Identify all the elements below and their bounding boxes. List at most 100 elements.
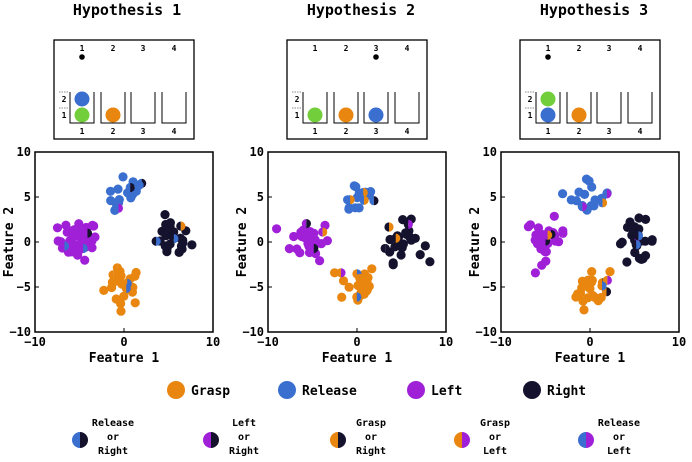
scatter-point-mixed-left: [352, 292, 357, 302]
scatter-point-left: [315, 256, 325, 266]
scatter-point-mixed-right: [602, 198, 608, 208]
y-tick-label: 10: [250, 145, 264, 159]
scatter-point-mixed-right: [322, 227, 328, 237]
robot-inset: 1 2 3 4 1 2 3 4 2 1: [53, 39, 195, 140]
legend2-label: Release: [92, 418, 134, 429]
scatter-point-mixed-right: [385, 243, 390, 254]
scatter-point-mixed-right: [313, 243, 319, 254]
scatter-point-right: [176, 241, 186, 251]
legend2-label: Grasp: [480, 418, 510, 429]
x-tick-label: 0: [120, 335, 127, 349]
scatter-point-left: [310, 236, 320, 246]
inset-block: [105, 107, 121, 123]
scatter-point-mixed-left: [112, 263, 118, 273]
inset-frame: [286, 39, 428, 140]
scatter-point-right: [425, 257, 435, 267]
inset-block: [307, 107, 323, 123]
scatter-point-right: [401, 229, 411, 239]
scatter-point-left: [74, 219, 84, 229]
chart-panel-2: Hypothesis 2 1 2 3 4 1 2 3 4 2 1 −10 0 10 10 5 0 −5 −10 Fea…: [235, 1, 453, 366]
inset-level-number: 2: [62, 95, 67, 104]
scatter-point-left: [90, 232, 100, 242]
inset-bottom-number: 4: [405, 127, 410, 136]
scatter-point-mixed-left: [369, 196, 374, 206]
scatter-point-mixed-right: [408, 219, 413, 229]
inset-bin: [535, 92, 561, 124]
scatter-points: [52, 172, 197, 316]
inset-top-number: 3: [141, 44, 146, 53]
legend-label: Release: [302, 384, 357, 399]
y-tick-label: −5: [483, 280, 497, 294]
scatter-points: [272, 181, 435, 305]
scatter-point-mixed-left: [78, 243, 84, 254]
scatter-point-grasp: [130, 298, 140, 308]
x-axis-label: Feature 1: [89, 351, 160, 366]
gripper-marker: [373, 54, 379, 60]
scatter-point-right: [396, 250, 406, 260]
scatter-point-mixed-left: [125, 182, 131, 193]
scatter-point-mixed-right: [173, 234, 179, 244]
legend2-label: Right: [98, 445, 128, 457]
scatter-point-right: [160, 210, 170, 220]
scatter-plot: −10 0 10 10 5 0 −5 −10 Feature 1 Feature 2: [235, 145, 453, 366]
scatter-point-release: [566, 195, 576, 205]
scatter-point-left: [523, 222, 534, 232]
legend2-label: Left: [607, 446, 631, 457]
scatter-point-mixed-right: [139, 180, 144, 190]
scatter-point-release: [558, 189, 568, 199]
y-tick-label: 5: [24, 190, 31, 204]
scatter-point-mixed-right: [606, 189, 612, 199]
inset-top-number: 1: [313, 44, 318, 53]
scatter-point-mixed-right: [582, 202, 587, 212]
legend2-label: or: [489, 432, 501, 443]
y-tick-label: 0: [490, 235, 497, 249]
scatter-point-mixed-left: [359, 195, 365, 205]
scatter-point-mixed-right: [130, 182, 135, 193]
scatter-point-mixed-right: [74, 228, 80, 238]
scatter-point-mixed-right: [562, 228, 568, 238]
scatter-point-mixed-left: [59, 241, 65, 251]
y-tick-label: 5: [257, 190, 264, 204]
inset-frame: [53, 39, 195, 140]
scatter-point-right: [165, 218, 175, 228]
scatter-point-mixed-left: [318, 227, 323, 237]
legend2-label: Right: [229, 445, 259, 457]
legend-label: Left: [431, 384, 462, 399]
inset-block: [540, 107, 556, 123]
inset-bottom-number: 1: [546, 127, 551, 136]
scatter-point-left: [272, 224, 282, 234]
scatter-point-grasp: [579, 305, 589, 315]
y-tick-label: 0: [257, 235, 264, 249]
scatter-point-right: [622, 257, 632, 267]
scatter-plot: −10 0 10 10 5 0 −5 −10 Feature 1 Feature 2: [468, 145, 686, 366]
scatter-point-release: [118, 172, 128, 182]
scatter-point-left: [289, 231, 299, 242]
inset-bin: [130, 92, 156, 124]
scatter-point-mixed-left: [391, 233, 396, 243]
x-tick-label: 0: [353, 335, 360, 349]
scatter-point-mixed-right: [83, 243, 88, 254]
inset-bottom-number: 1: [313, 127, 318, 136]
scatter-point-grasp: [367, 264, 377, 274]
scatter-point-right: [420, 241, 430, 251]
scatter-point-grasp: [578, 296, 588, 306]
scatter-point-mixed-left: [151, 236, 157, 246]
scatter-point-mixed-right: [356, 292, 362, 302]
chart-title: Hypothesis 1: [73, 1, 181, 19]
x-tick-label: 0: [586, 335, 593, 349]
scatter-point-left: [322, 236, 332, 246]
scatter-point-right: [636, 254, 647, 264]
y-axis-label: Feature 2: [2, 207, 17, 277]
x-tick-label: −10: [490, 335, 512, 349]
scatter-point-grasp: [119, 291, 129, 301]
legend2-half-right: [80, 432, 88, 448]
scatter-point-release: [584, 176, 594, 186]
scatter-point-mixed-right: [359, 273, 365, 283]
legend-ambiguous: Release or Right Left or Right Grasp or Right Gra…: [72, 418, 640, 457]
inset-bottom-number: 2: [111, 127, 116, 136]
scatter-point-right: [388, 260, 398, 270]
scatter-point-release: [344, 204, 354, 214]
scatter-point-mixed-left: [108, 270, 114, 280]
inset-bottom-number: 2: [344, 127, 349, 136]
scatter-point-mixed-left: [633, 231, 639, 241]
